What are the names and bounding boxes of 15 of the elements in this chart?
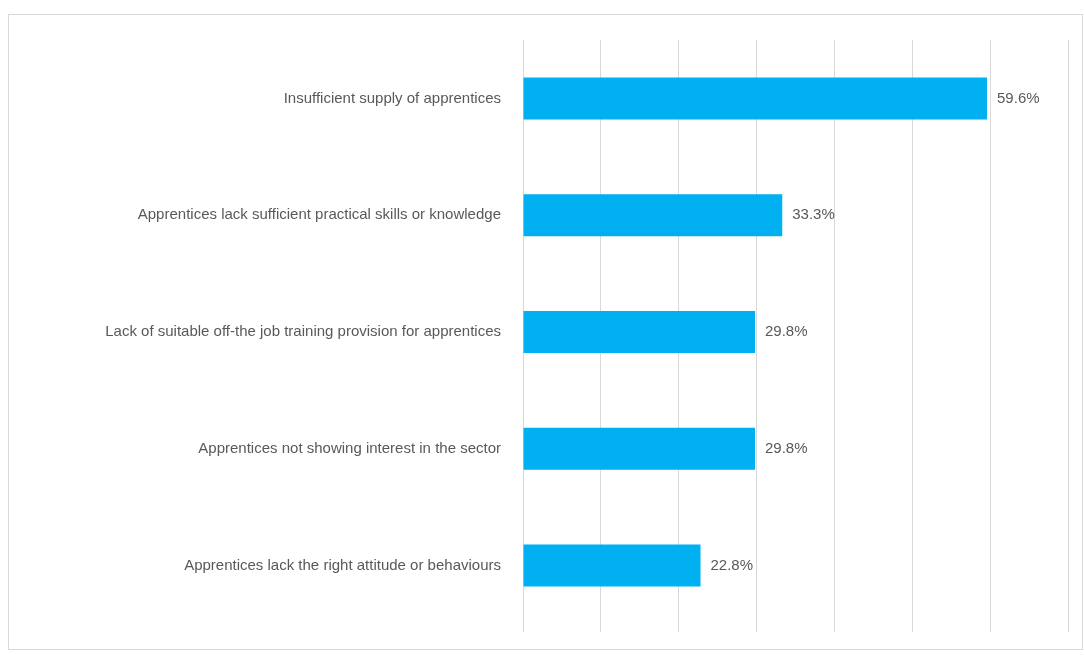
bar <box>523 427 756 470</box>
bar <box>523 194 783 237</box>
y-tick-label: Apprentices lack sufficient practical skills or knowledge <box>137 205 501 223</box>
data-label: 22.8% <box>710 555 754 573</box>
bar <box>523 310 756 354</box>
data-label: 29.8% <box>765 438 808 456</box>
y-tick-label: Apprentices lack the right attitude or behaviours <box>184 555 501 573</box>
data-label: 59.6% <box>997 88 1040 106</box>
y-tick-label: Apprentices not showing interest in the sector <box>198 438 501 456</box>
bar <box>523 77 988 120</box>
data-label: 33.3% <box>792 205 835 223</box>
y-tick-label: Lack of suitable off-the job training provision for apprentices <box>105 322 501 340</box>
y-tick-label: Insufficient supply of apprentices <box>283 88 501 106</box>
data-label: 29.8% <box>765 322 808 340</box>
bar <box>523 544 701 587</box>
